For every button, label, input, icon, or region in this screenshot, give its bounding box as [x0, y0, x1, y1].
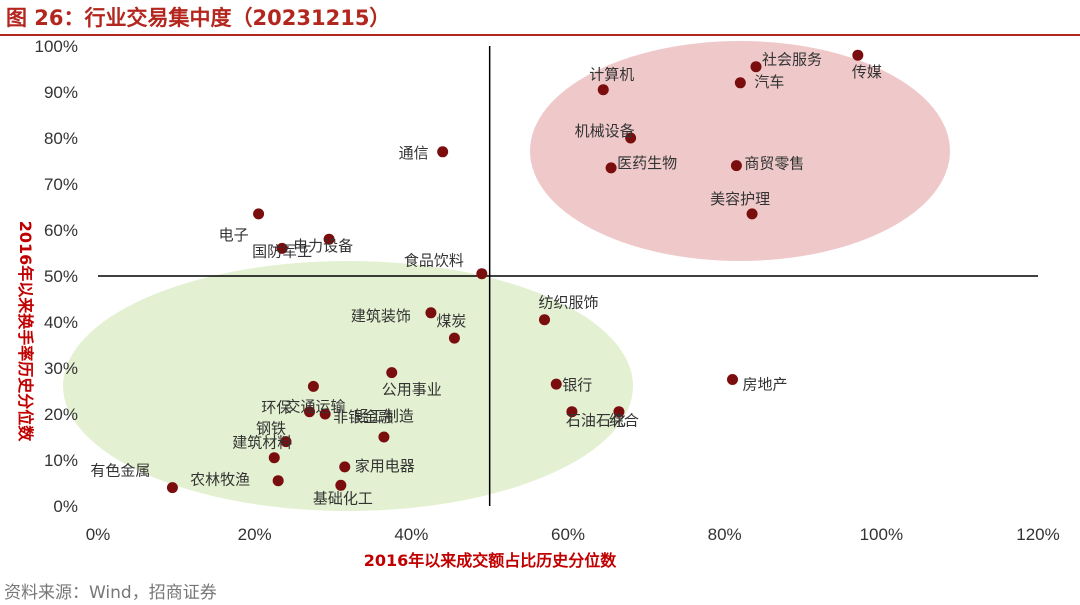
data-point: [323, 233, 335, 245]
y-tick-label: 100%: [35, 37, 78, 56]
x-tick-label: 120%: [1016, 525, 1059, 544]
point-label: 交通运输: [286, 398, 346, 416]
data-point: [730, 160, 742, 172]
point-label: 有色金属: [90, 462, 150, 480]
x-tick-label: 100%: [860, 525, 903, 544]
figure-title: 图 26：行业交易集中度（20231215）: [6, 6, 391, 30]
data-point: [335, 479, 347, 491]
data-point: [272, 475, 284, 487]
data-point: [550, 378, 562, 390]
x-tick-label: 20%: [238, 525, 272, 544]
data-point: [605, 162, 617, 174]
data-point: [268, 452, 280, 464]
data-point: [746, 208, 758, 220]
data-point: [539, 314, 550, 326]
point-label: 计算机: [589, 66, 634, 84]
data-point: [280, 436, 292, 448]
data-point: [625, 132, 637, 144]
y-tick-label: 80%: [44, 129, 78, 148]
y-tick-label: 40%: [44, 313, 78, 332]
data-point: [852, 49, 864, 61]
data-point: [339, 461, 351, 473]
point-label: 国防军工: [252, 242, 312, 260]
bottom-left-cluster-ellipse: [63, 261, 633, 511]
point-label: 美容护理: [710, 190, 770, 208]
point-label: 基础化工: [313, 489, 373, 507]
x-tick-label: 0%: [86, 525, 111, 544]
point-label: 食品饮料: [404, 252, 464, 270]
y-tick-label: 10%: [44, 451, 78, 470]
point-label: 电子: [219, 226, 249, 244]
point-label: 轻工制造: [354, 407, 414, 425]
y-tick-label: 60%: [44, 221, 78, 240]
tick-labels-group: 0% 10% 20% 30% 40% 50% 60% 70% 80% 90% 100% 0% 20% 40…: [35, 37, 1060, 544]
point-label: 纺织服饰: [539, 294, 599, 312]
y-axis-label: 2016年以来换手率历史分位数: [16, 221, 35, 443]
x-tick-label: 80%: [708, 525, 742, 544]
data-point: [750, 61, 762, 73]
title-divider: [0, 34, 1080, 36]
axes-group: [98, 46, 1038, 506]
y-tick-label: 50%: [44, 267, 78, 286]
data-point: [566, 406, 578, 418]
y-tick-label: 20%: [44, 405, 78, 424]
point-label: 非银金融: [333, 408, 393, 426]
data-point: [319, 408, 331, 420]
point-label: 通信: [399, 144, 429, 162]
point-label: 家用电器: [355, 457, 415, 475]
source-note: 资料来源：Wind，招商证券: [4, 583, 217, 603]
data-point: [253, 208, 265, 220]
point-label: 汽车: [754, 73, 784, 91]
data-point: [727, 374, 738, 385]
data-point: [425, 307, 437, 319]
y-tick-label: 30%: [44, 359, 78, 378]
y-tick-label: 90%: [44, 83, 78, 102]
point-label: 机械设备: [575, 122, 635, 140]
data-point: [437, 146, 449, 158]
data-point: [304, 406, 315, 418]
data-point: [613, 406, 625, 418]
data-point: [386, 367, 398, 379]
x-axis-label: 2016年以来成交额占比历史分位数: [364, 551, 618, 570]
x-tick-label: 40%: [394, 525, 428, 544]
data-point: [378, 431, 390, 443]
point-label: 建筑材料: [232, 434, 292, 452]
point-label: 农林牧渔: [190, 471, 250, 489]
point-label: 石油石化: [566, 412, 626, 430]
y-tick-label: 0%: [53, 497, 78, 516]
data-points-group: [166, 49, 864, 494]
point-label: 传媒: [852, 63, 882, 81]
scatter-chart: 0% 10% 20% 30% 40% 50% 60% 70% 80% 90% 100% 0% 20% 40…: [16, 37, 1060, 570]
point-label: 商贸零售: [744, 155, 804, 173]
point-label: 医药生物: [617, 154, 677, 172]
point-label: 社会服务: [762, 51, 822, 69]
point-label: 煤炭: [436, 312, 466, 330]
y-tick-label: 70%: [44, 175, 78, 194]
point-label: 环保: [261, 398, 291, 416]
point-label: 综合: [609, 412, 639, 430]
point-label: 建筑装饰: [351, 307, 411, 325]
top-right-cluster-ellipse: [530, 41, 950, 261]
data-point: [276, 242, 288, 254]
x-tick-label: 60%: [551, 525, 585, 544]
data-point: [597, 84, 609, 96]
point-label: 电力设备: [293, 237, 353, 255]
point-label: 银行: [562, 376, 592, 394]
data-point: [734, 77, 746, 89]
point-label: 房地产: [743, 376, 788, 394]
data-point: [307, 380, 319, 392]
point-label: 钢铁: [256, 420, 286, 438]
data-point: [166, 482, 178, 494]
point-label: 公用事业: [382, 381, 442, 399]
data-point: [448, 332, 460, 344]
data-point: [476, 268, 488, 280]
